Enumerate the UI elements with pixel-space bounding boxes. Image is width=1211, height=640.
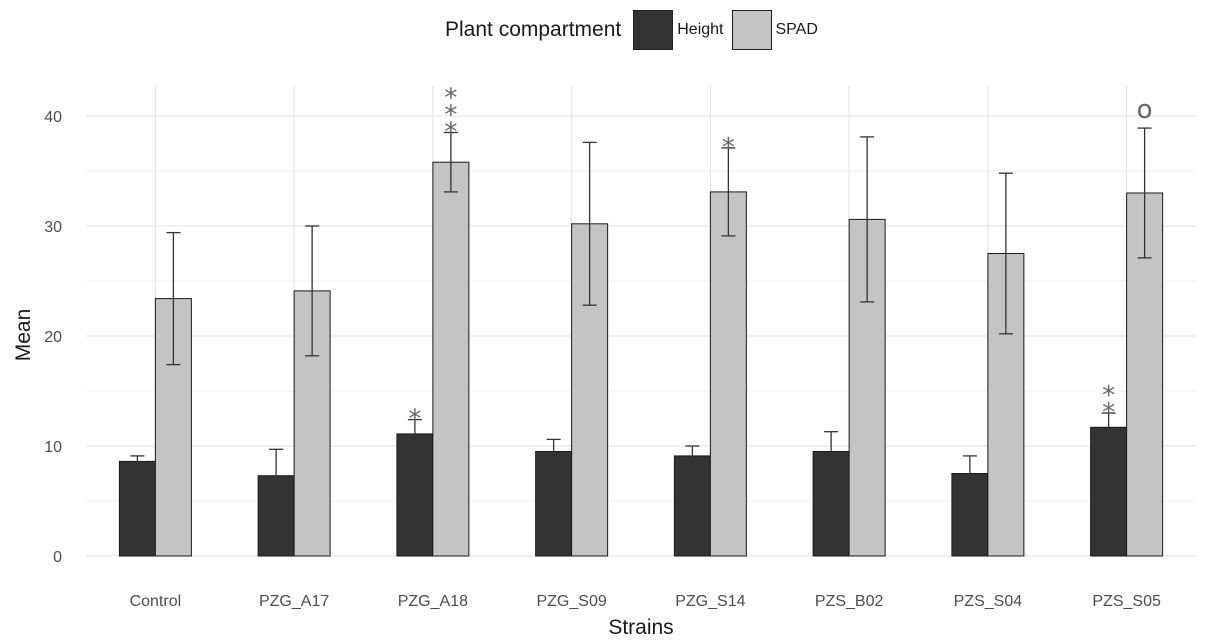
bar-height <box>118 460 156 557</box>
y-tick-label: 10 <box>44 439 62 456</box>
x-tick-label: PZG_S09 <box>536 593 606 610</box>
x-tick-label: PZG_S14 <box>675 593 745 610</box>
legend-item-height: Height <box>633 10 724 50</box>
y-axis-title: Mean <box>12 309 35 362</box>
x-tick-label: PZS_B02 <box>815 593 884 610</box>
significance-marker: * <box>444 101 457 131</box>
x-tick-label: PZS_S05 <box>1092 593 1161 610</box>
y-tick-label: 20 <box>44 329 62 346</box>
x-axis-title: Strains <box>608 616 673 639</box>
error-bars <box>130 127 1152 503</box>
x-tick-label: PZS_S04 <box>954 593 1023 610</box>
significance-marker: * <box>1102 381 1115 411</box>
significance-marker: * <box>722 133 735 163</box>
significance-marker: * <box>1102 398 1115 428</box>
legend-item-spad: SPAD <box>731 10 818 50</box>
x-tick-label: PZG_A18 <box>398 593 468 610</box>
significance-marker: * <box>444 84 457 114</box>
significance-markers: * ******o <box>408 84 1152 435</box>
legend: Plant compartment Height SPAD <box>445 8 826 52</box>
legend-title: Plant compartment <box>445 18 622 41</box>
y-tick-label: 40 <box>44 109 62 126</box>
significance-marker: o <box>1137 95 1153 125</box>
bar-spad <box>432 161 470 557</box>
legend-swatch-height <box>633 10 674 50</box>
y-tick-label: 0 <box>53 549 62 566</box>
x-tick-label: Control <box>130 593 182 610</box>
bar-height <box>535 451 573 557</box>
significance-marker: * <box>408 405 421 435</box>
tick-labels: 0 10 20 30 40 Control PZG_A17 PZG_A18 PZG_S09 PZG… <box>44 109 1161 610</box>
legend-label-spad: SPAD <box>775 21 818 38</box>
y-tick-label: 30 <box>44 219 62 236</box>
x-tick-label: PZG_A17 <box>259 593 329 610</box>
grid-lines <box>86 86 1196 557</box>
significance-marker: * <box>444 118 457 148</box>
legend-label-height: Height <box>677 21 724 38</box>
bar-height <box>396 433 434 557</box>
legend-swatch-spad <box>731 10 772 50</box>
bar-height <box>673 455 711 557</box>
bar-spad <box>709 191 747 557</box>
bar-height <box>1090 426 1128 557</box>
